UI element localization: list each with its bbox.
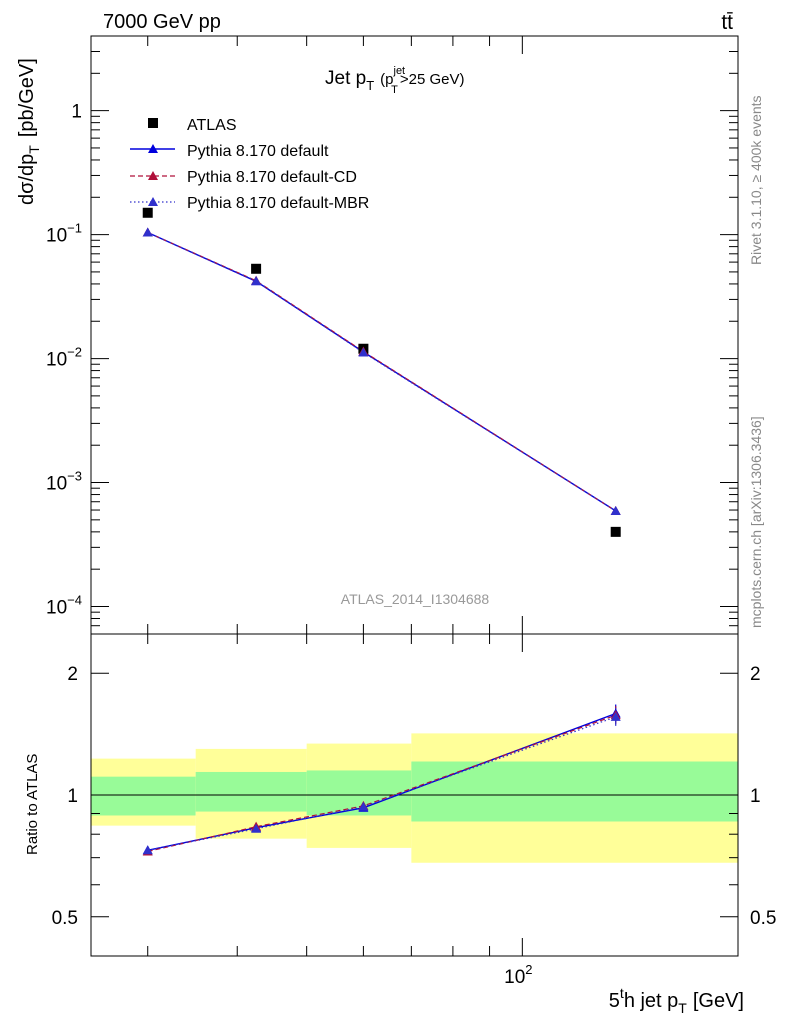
y-axis-label-main: dσ/dp [16, 154, 38, 205]
plot-title: Jet pT (pjet T>25 GeV) [325, 65, 464, 96]
ratio-data-point [142, 845, 153, 855]
ratio-y-tick-label: 1 [67, 786, 78, 807]
y-tick-label: 10−1 [46, 221, 82, 247]
ratio-data-point [358, 801, 369, 811]
legend-marker-atlas [148, 118, 158, 128]
legend-marker-default [148, 144, 158, 153]
plot-title-cut-sup: jet [393, 65, 406, 77]
ratio-line-3 [147, 716, 616, 851]
ratio-y-tick-label-right: 1 [750, 786, 761, 807]
plot-title-cut: (p [380, 71, 393, 88]
x-axis-label-sup: t [620, 985, 624, 1001]
x-axis-label-a: 5 [609, 990, 620, 1012]
mc-data-point [610, 505, 621, 515]
y-tick-label: 10−4 [46, 592, 82, 618]
plot-title-main: Jet p [325, 68, 366, 89]
legend-label-mbr: Pythia 8.170 default-MBR [187, 195, 369, 212]
y-axis-label-unit: [pb/GeV] [16, 58, 38, 137]
x-axis-label: 5th jet pT [GeV] [609, 985, 744, 1016]
ratio-panel: 102 0.5 0.5 1 1 2 2 Ratio to ATLAS 5th jet pT [… [24, 633, 776, 1016]
series-line-2 [147, 231, 617, 512]
y-tick-label: 10−3 [46, 469, 82, 495]
x-tick-label: 102 [504, 962, 532, 988]
stat-uncertainty-band [195, 771, 307, 812]
y-axis-label-sub: T [26, 145, 42, 154]
stat-uncertainty-band [91, 776, 196, 816]
legend-label-cd: Pythia 8.170 default-CD [187, 169, 357, 186]
rivet-label: Rivet 3.1.10, ≥ 400k events [748, 95, 764, 265]
ratio-line-2 [147, 714, 616, 853]
x-axis-label-unit: [GeV] [693, 990, 744, 1012]
atlas-data-point [610, 526, 621, 537]
mc-data-point [142, 227, 153, 237]
ratio-y-tick-label-right: 2 [750, 664, 761, 685]
y-axis-label: dσ/dpT [pb/GeV] [16, 58, 42, 205]
energy-label: 7000 GeV pp [103, 11, 221, 33]
y-tick-label: 10−2 [46, 345, 82, 371]
atlas-data-point [142, 207, 153, 218]
ratio-y-tick-label-right: 0.5 [750, 908, 776, 929]
mc-data-point [358, 347, 369, 357]
series-line-1 [147, 231, 617, 512]
process-label: tt̄ [721, 11, 733, 34]
ratio-y-tick-label: 0.5 [52, 908, 78, 929]
legend-marker-cd [148, 171, 158, 180]
x-axis-label-sub: T [678, 1000, 687, 1016]
analysis-watermark: ATLAS_2014_I1304688 [341, 591, 490, 607]
legend: ATLAS Pythia 8.170 default Pythia 8.170 … [130, 117, 369, 212]
ratio-data-point [251, 823, 262, 833]
ratio-data-point [610, 711, 621, 721]
main-panel: 10−410−310−210−11 Jet pT (pjet T>25 GeV) d… [16, 35, 739, 635]
ratio-y-tick-label: 2 [67, 664, 78, 685]
plot-title-sub: T [366, 78, 374, 93]
x-axis-label-b: h jet p [624, 990, 678, 1012]
plot-title-cut-close: >25 GeV) [400, 71, 465, 88]
mcplots-label: mcplots.cern.ch [arXiv:1306.3436] [748, 416, 764, 628]
atlas-data-point [251, 263, 262, 274]
legend-label-atlas: ATLAS [187, 117, 237, 134]
ratio-y-axis-label: Ratio to ATLAS [24, 754, 41, 855]
series-line-3 [147, 231, 617, 512]
plot-title-cut-sub: T [391, 84, 398, 96]
stat-uncertainty-band [411, 761, 738, 822]
legend-marker-mbr [148, 197, 158, 206]
legend-label-default: Pythia 8.170 default [187, 143, 329, 160]
mc-data-point [251, 276, 262, 286]
y-tick-label: 1 [71, 102, 82, 123]
